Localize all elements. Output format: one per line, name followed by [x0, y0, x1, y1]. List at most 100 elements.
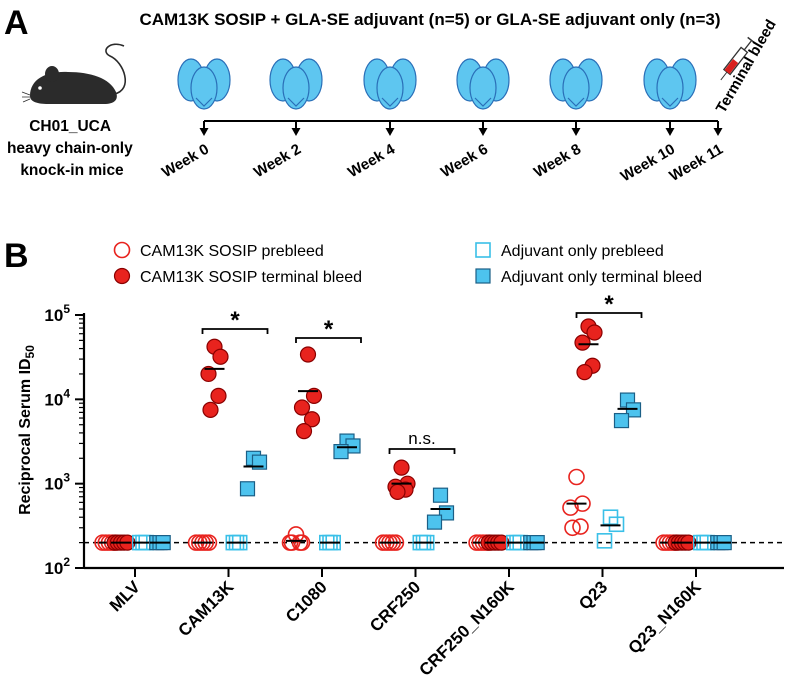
trimer-stem [661, 97, 679, 107]
timeline-arrowhead [571, 128, 581, 136]
trimer-stem [381, 97, 399, 107]
y-axis-label-main: Reciprocal Serum ID [17, 358, 34, 515]
trimer-lobe [562, 66, 590, 110]
timeline-arrowhead [478, 128, 488, 136]
immunization-timeline: Week 0 Week 2 Week 4 Week 6 Week 8 Week 10Wee… [159, 58, 726, 186]
significance-label: * [604, 291, 614, 318]
significance-bracket [575, 312, 643, 318]
data-point [572, 518, 589, 535]
x-tick-label: CRF250_N160K [416, 577, 519, 680]
data-point [613, 412, 630, 429]
trimer-stem [287, 97, 305, 107]
trimer-lobe [282, 66, 310, 110]
y-axis-label: Reciprocal Serum ID50 [17, 345, 37, 515]
mouse-caption: CH01_UCA heavy chain-only knock-in mice [7, 118, 137, 179]
mouse-caption-line-3: knock-in mice [20, 162, 124, 179]
panel-b-label: B [4, 237, 29, 275]
timeline-arrowhead [713, 128, 723, 136]
timeline-arrowhead [665, 128, 675, 136]
week-label: Week 11 [666, 141, 726, 185]
scatter-plot: 102 103 104 105 MLV CAM13K C1080 CRF250CRF250_N… [44, 291, 784, 680]
week-label: Week 10 [618, 141, 678, 186]
legend-label: Adjuvant only prebleed [501, 243, 664, 260]
env-trimer-icon [363, 58, 417, 110]
x-tick-label: C1080 [282, 577, 331, 626]
x-tick-label: CAM13K [174, 577, 237, 640]
panel-a-label: A [4, 4, 29, 42]
syringe-icon [720, 36, 757, 81]
data-point [608, 516, 625, 533]
legend-marker [113, 267, 131, 285]
env-trimer-icon [643, 58, 697, 110]
week-label: Week 0 [159, 141, 212, 181]
data-point [596, 533, 613, 549]
chart-legend: CAM13K SOSIP prebleed CAM13K SOSIP termin… [113, 241, 702, 286]
data-point [574, 334, 591, 351]
data-point [303, 411, 321, 428]
data-point [562, 499, 579, 516]
env-trimer-icon [177, 58, 231, 110]
data-point [291, 534, 309, 551]
env-trimer-icon [549, 58, 603, 110]
trimer-stem [195, 97, 213, 107]
data-point [283, 534, 301, 551]
timeline-arrowhead [291, 128, 301, 136]
week-label: Week 2 [251, 141, 304, 181]
data-point [212, 348, 229, 365]
timeline-arrowhead [199, 128, 209, 136]
trimer-lobe [656, 66, 684, 110]
data-point [586, 324, 603, 341]
significance-bracket [295, 337, 362, 343]
data-point [200, 365, 217, 383]
data-point [202, 401, 219, 418]
x-tick-label: MLV [106, 577, 144, 615]
significance-label: * [324, 316, 334, 343]
y-tick-label: 102 [44, 555, 70, 578]
data-point [393, 459, 410, 476]
week-label: Week 4 [345, 140, 399, 181]
data-point [576, 364, 593, 381]
significance-bracket [388, 448, 456, 454]
data-point [426, 514, 443, 530]
trimer-lobe [190, 66, 218, 110]
data-point [293, 399, 311, 416]
significance-label: * [230, 307, 240, 334]
x-tick-label: CRF250 [366, 577, 424, 635]
x-tick-label: Q23 [575, 577, 611, 613]
y-tick-label: 103 [44, 471, 70, 494]
panel-a-title: CAM13K SOSIP + GLA-SE adjuvant (n=5) or … [139, 10, 720, 29]
mouse-caption-line-1: CH01_UCA [29, 118, 111, 135]
data-point [210, 387, 227, 404]
data-point [389, 483, 406, 500]
env-trimer-icon [456, 58, 510, 110]
x-tick-label: Q23_N160K [625, 577, 706, 658]
significance-label: n.s. [408, 429, 435, 448]
data-point [432, 487, 449, 503]
y-tick-label: 104 [44, 386, 70, 409]
data-point [295, 423, 313, 440]
legend-marker [113, 241, 131, 259]
significance-bracket [201, 328, 269, 334]
y-tick-label: 105 [44, 302, 70, 325]
mouse-caption-line-2: heavy chain-only [7, 140, 133, 157]
trimer-stem [567, 97, 585, 107]
legend-label: CAM13K SOSIP terminal bleed [140, 269, 362, 286]
week-label: Week 8 [531, 141, 584, 181]
env-trimer-icon [269, 58, 323, 110]
trimer-lobe [376, 66, 404, 110]
data-point [564, 519, 581, 537]
legend-marker [475, 268, 491, 284]
legend-label: CAM13K SOSIP prebleed [140, 243, 324, 260]
data-point [568, 468, 585, 486]
data-point [287, 526, 305, 543]
legend-marker [475, 242, 491, 258]
week-label: Week 6 [438, 141, 491, 181]
timeline-arrowhead [385, 128, 395, 136]
terminal-bleed-label: Terminal bleed [713, 17, 780, 116]
mouse-icon [21, 43, 126, 104]
y-axis-label-subscript: 50 [23, 345, 37, 359]
data-point [299, 346, 317, 363]
legend-label: Adjuvant only terminal bleed [501, 269, 702, 286]
trimer-stem [474, 97, 492, 107]
